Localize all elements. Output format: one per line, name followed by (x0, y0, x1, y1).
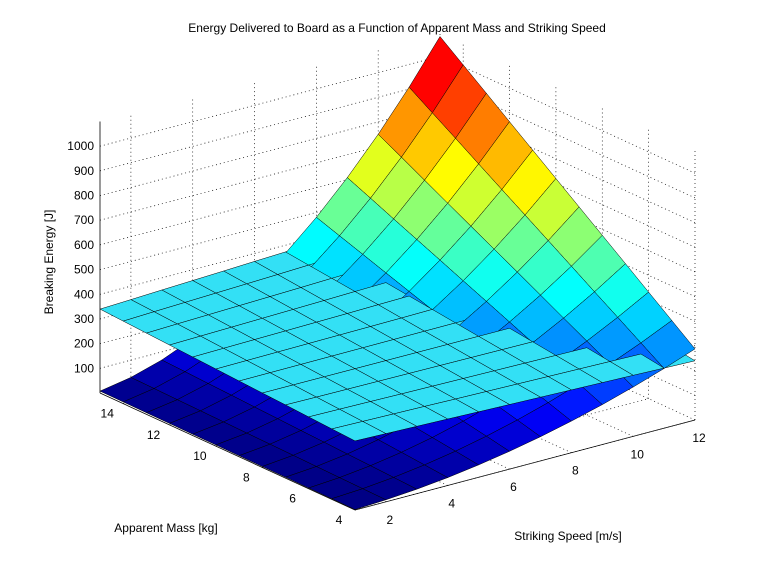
axis-line (99, 392, 356, 511)
grid-line (439, 80, 696, 199)
z-axis-label: Breaking Energy [J] (42, 210, 56, 315)
z-tick-label: 800 (74, 189, 94, 203)
axes (99, 121, 696, 511)
x-tick-label: 10 (631, 447, 645, 461)
y-tick-label: 12 (147, 428, 161, 442)
y-tick-label: 8 (243, 471, 250, 485)
y-axis-label: Apparent Mass [kg] (114, 521, 217, 535)
y-tick-label: 14 (101, 407, 115, 421)
axis-line (354, 419, 696, 511)
grid-line (439, 55, 696, 174)
x-tick-label: 4 (448, 497, 455, 511)
z-tick-label: 100 (74, 361, 94, 375)
y-tick-label: 10 (193, 449, 207, 463)
z-tick-label: 500 (74, 263, 94, 277)
energy-surface-cell (331, 488, 387, 510)
x-axis-label: Striking Speed [m/s] (514, 529, 621, 543)
z-tick-label: 400 (74, 287, 94, 301)
z-tick-label: 1000 (67, 139, 94, 153)
x-tick-label: 2 (387, 513, 394, 527)
grid-line (439, 105, 696, 223)
z-tick-label: 300 (74, 312, 94, 326)
y-tick-label: 4 (336, 513, 343, 527)
z-tick-label: 600 (74, 238, 94, 252)
tick-labels: 2 4 6 8 10 12 4 6 8 10 12 14 100 200 300 400 500 600 700 80… (67, 139, 706, 527)
surfaces (99, 36, 696, 510)
x-tick-label: 12 (692, 431, 706, 445)
plane-surface-cell (331, 421, 387, 442)
chart-title: Energy Delivered to Board as a Function … (188, 21, 606, 35)
x-tick-label: 6 (510, 480, 517, 494)
y-tick-label: 6 (289, 492, 296, 506)
x-tick-label: 8 (572, 464, 579, 478)
z-tick-label: 200 (74, 337, 94, 351)
z-tick-label: 900 (74, 164, 94, 178)
grid-line (439, 129, 696, 248)
z-tick-label: 700 (74, 213, 94, 227)
